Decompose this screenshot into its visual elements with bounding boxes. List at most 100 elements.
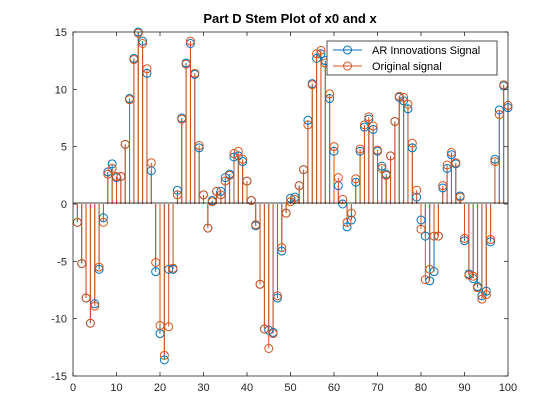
marker-series-2-n51	[290, 194, 300, 204]
marker-series-2-n15	[133, 28, 143, 38]
marker-series-1-n86	[442, 163, 452, 173]
marker-series-2-n41	[246, 196, 256, 206]
marker-series-2-n93	[473, 283, 483, 293]
x-tick-label-20: 20	[154, 382, 166, 394]
marker-series-2-n71	[377, 163, 387, 173]
marker-series-2-n67	[359, 120, 369, 130]
marker-series-2-n23	[168, 263, 178, 273]
marker-series-2-n82	[425, 264, 435, 274]
marker-series-2-n74	[390, 116, 400, 126]
marker-series-2-n65	[351, 174, 361, 184]
marker-series-1-n90	[460, 236, 469, 246]
marker-series-2-n85	[438, 181, 448, 191]
marker-series-2-n9	[107, 163, 117, 173]
marker-series-2-n8	[103, 169, 113, 179]
marker-series-1-n80	[416, 215, 426, 225]
marker-series-2-n45	[264, 343, 274, 353]
marker-series-2-n81	[420, 275, 430, 285]
marker-series-2-n37	[229, 149, 239, 159]
marker-series-2-n2	[77, 259, 87, 269]
marker-series-2-n19	[151, 257, 161, 267]
marker-series-1-n82	[425, 276, 435, 286]
marker-series-2-n70	[373, 145, 382, 155]
marker-series-2-n13	[125, 95, 135, 105]
y-tick-label-10: 10	[55, 84, 67, 96]
legend-label-series-1: AR Innovations Signal	[372, 45, 480, 57]
y-tick-label-0: 0	[61, 199, 67, 211]
marker-series-2-n64	[346, 208, 356, 218]
x-tick-label-90: 90	[458, 382, 470, 394]
marker-series-2-n96	[486, 235, 496, 245]
marker-series-1-n96	[486, 237, 496, 247]
marker-series-1-n71	[377, 161, 387, 171]
marker-series-2-n5	[90, 301, 100, 311]
marker-series-1-n21	[159, 355, 169, 365]
marker-series-1-n48	[277, 246, 287, 256]
marker-series-1-n95	[481, 286, 491, 296]
marker-series-1-n81	[420, 231, 430, 241]
marker-series-1-n50	[286, 193, 295, 203]
marker-series-2-n60	[329, 142, 339, 152]
x-tick-label-50: 50	[284, 382, 296, 394]
marker-series-2-n75	[394, 91, 404, 101]
marker-series-1-n6	[94, 264, 104, 274]
marker-series-2-n63	[342, 217, 352, 227]
marker-series-1-n57	[316, 49, 326, 59]
marker-series-2-n49	[281, 208, 291, 218]
stems-layer	[76, 32, 509, 360]
marker-series-1-n83	[429, 267, 439, 277]
marker-series-1-n69	[368, 124, 378, 134]
x-tick-label-40: 40	[241, 382, 253, 394]
marker-series-2-n11	[116, 171, 126, 181]
marker-series-2-n52	[294, 181, 304, 191]
x-tick-label-60: 60	[328, 382, 340, 394]
marker-series-1-n98	[494, 105, 504, 115]
marker-series-1-n63	[342, 222, 352, 232]
marker-series-2-n86	[442, 160, 452, 170]
marker-series-2-n34	[216, 190, 226, 200]
marker-series-2-n61	[333, 173, 343, 183]
marker-series-2-n53	[299, 165, 309, 175]
marker-series-1-n24	[172, 185, 182, 195]
marker-series-2-n28	[190, 68, 200, 78]
legend-marker-series-2	[343, 61, 352, 71]
y-tick-label--15: -15	[51, 371, 67, 383]
marker-series-1-n60	[329, 146, 339, 156]
marker-series-2-n20	[155, 321, 165, 331]
marker-series-2-n25	[177, 114, 187, 124]
marker-series-2-n44	[259, 324, 269, 334]
marker-series-1-n62	[338, 199, 348, 209]
y-tick-label-5: 5	[61, 142, 67, 154]
marker-series-2-n31	[203, 223, 213, 233]
marker-series-1-n19	[151, 267, 161, 277]
marker-series-2-n12	[120, 139, 130, 149]
marker-series-2-n46	[268, 329, 278, 339]
marker-series-1-n9	[107, 159, 117, 169]
marker-series-1-n68	[364, 114, 374, 124]
marker-series-2-n89	[455, 192, 465, 202]
x-axis-ticks: 0 10 20 30 40 50 60 70 80 90 100	[70, 32, 517, 394]
marker-series-2-n73	[386, 151, 396, 161]
marker-series-2-n62	[338, 194, 348, 204]
marker-series-1-n17	[142, 68, 152, 78]
marker-series-2-n27	[185, 36, 195, 46]
marker-series-2-n17	[142, 64, 152, 74]
marker-series-2-n10	[112, 171, 121, 181]
marker-series-1-n77	[403, 104, 413, 114]
x-tick-label-100: 100	[499, 382, 517, 394]
marker-series-2-n88	[451, 158, 461, 168]
y-axis-ticks: -15 -10 -5 0 5 10 15	[51, 27, 508, 383]
marker-series-2-n83	[429, 231, 439, 241]
marker-series-2-n38	[233, 146, 243, 156]
marker-series-2-n55	[307, 80, 317, 90]
marker-series-2-n7	[98, 217, 108, 227]
marker-series-2-n18	[146, 158, 156, 168]
marker-series-2-n79	[412, 185, 422, 195]
marker-series-2-n6	[94, 262, 104, 272]
marker-series-2-n40	[242, 176, 252, 186]
marker-series-1-n39	[238, 157, 248, 167]
legend: AR Innovations Signal Original signal	[326, 40, 498, 76]
marker-series-1-n65	[351, 177, 361, 187]
marker-series-1-n59	[325, 94, 335, 104]
marker-series-2-n21	[159, 350, 169, 360]
